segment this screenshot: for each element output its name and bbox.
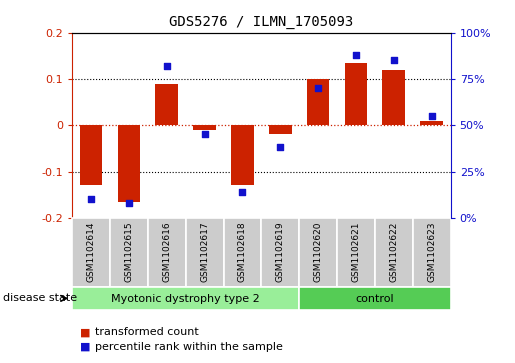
Text: ■: ■ [80,327,90,337]
Text: GSM1102619: GSM1102619 [276,221,285,282]
Point [238,189,247,195]
Bar [299,218,337,287]
Text: Myotonic dystrophy type 2: Myotonic dystrophy type 2 [111,294,260,303]
Text: GSM1102617: GSM1102617 [200,221,209,282]
Text: control: control [355,294,394,303]
Title: GDS5276 / ILMN_1705093: GDS5276 / ILMN_1705093 [169,15,353,29]
Point [276,144,284,150]
Bar [413,218,451,287]
Point [427,113,436,119]
Bar [148,218,185,287]
Bar [231,125,254,185]
Bar [307,79,330,125]
Bar [193,125,216,130]
Text: percentile rank within the sample: percentile rank within the sample [95,342,283,352]
Text: GSM1102620: GSM1102620 [314,221,322,282]
Bar [420,121,443,125]
Text: GSM1102621: GSM1102621 [352,221,360,282]
Text: GSM1102618: GSM1102618 [238,221,247,282]
Bar [185,218,224,287]
Point [125,200,133,206]
Bar [383,70,405,125]
Text: GSM1102614: GSM1102614 [87,221,95,282]
Point [314,85,322,91]
Bar [375,218,413,287]
Bar [80,125,102,185]
Point [352,52,360,58]
Text: transformed count: transformed count [95,327,199,337]
Point [200,131,209,137]
Bar [337,218,375,287]
Point [87,196,95,202]
Bar [72,218,110,287]
Bar [224,218,261,287]
Text: GSM1102623: GSM1102623 [427,221,436,282]
Bar [269,125,291,134]
Bar [261,218,299,287]
Text: disease state: disease state [3,293,77,303]
Text: GSM1102616: GSM1102616 [162,221,171,282]
Text: GSM1102622: GSM1102622 [389,221,398,282]
Point [390,57,398,63]
Text: ■: ■ [80,342,90,352]
Bar [117,125,140,201]
Bar [299,287,451,310]
Bar [72,287,299,310]
Bar [110,218,148,287]
Text: GSM1102615: GSM1102615 [125,221,133,282]
Bar [156,83,178,125]
Bar [345,63,367,125]
Point [163,63,171,69]
